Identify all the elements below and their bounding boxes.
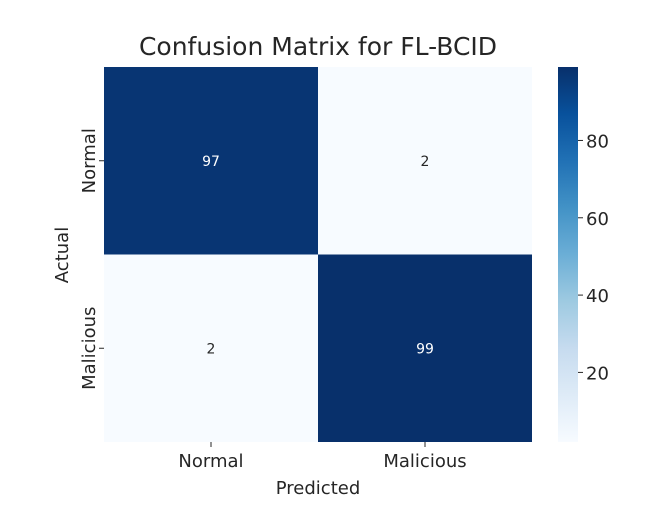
y-axis-ticks: Normal Malicious (79, 128, 104, 390)
heatmap-cell (104, 67, 318, 255)
cell-value-label: 2 (421, 154, 430, 170)
colorbar (558, 67, 578, 442)
y-axis-label: Actual (52, 227, 73, 283)
colorbar-tick-label: 20 (586, 363, 609, 384)
heatmap-cell (318, 254, 532, 442)
cell-value-label: 97 (202, 154, 220, 170)
colorbar-tick-label: 60 (586, 209, 609, 230)
y-tick-label: Malicious (79, 307, 100, 390)
heatmap-cell (104, 254, 318, 442)
cell-value-label: 2 (207, 341, 216, 357)
cell-annotations: 97 2 2 99 (202, 154, 434, 358)
cell-value-label: 99 (416, 341, 434, 357)
x-tick-label: Normal (178, 451, 243, 472)
y-tick-label: Normal (79, 128, 100, 193)
chart-title: Confusion Matrix for FL-BCID (139, 32, 497, 61)
colorbar-ticks: 20 40 60 80 (578, 131, 609, 384)
colorbar-tick-label: 80 (586, 131, 609, 152)
heatmap-cells (104, 67, 532, 442)
x-axis-label: Predicted (276, 478, 361, 499)
x-tick-label: Malicious (383, 451, 466, 472)
x-axis-ticks: Normal Malicious (178, 442, 467, 472)
heatmap-cell (318, 67, 532, 255)
colorbar-tick-label: 40 (586, 286, 609, 307)
